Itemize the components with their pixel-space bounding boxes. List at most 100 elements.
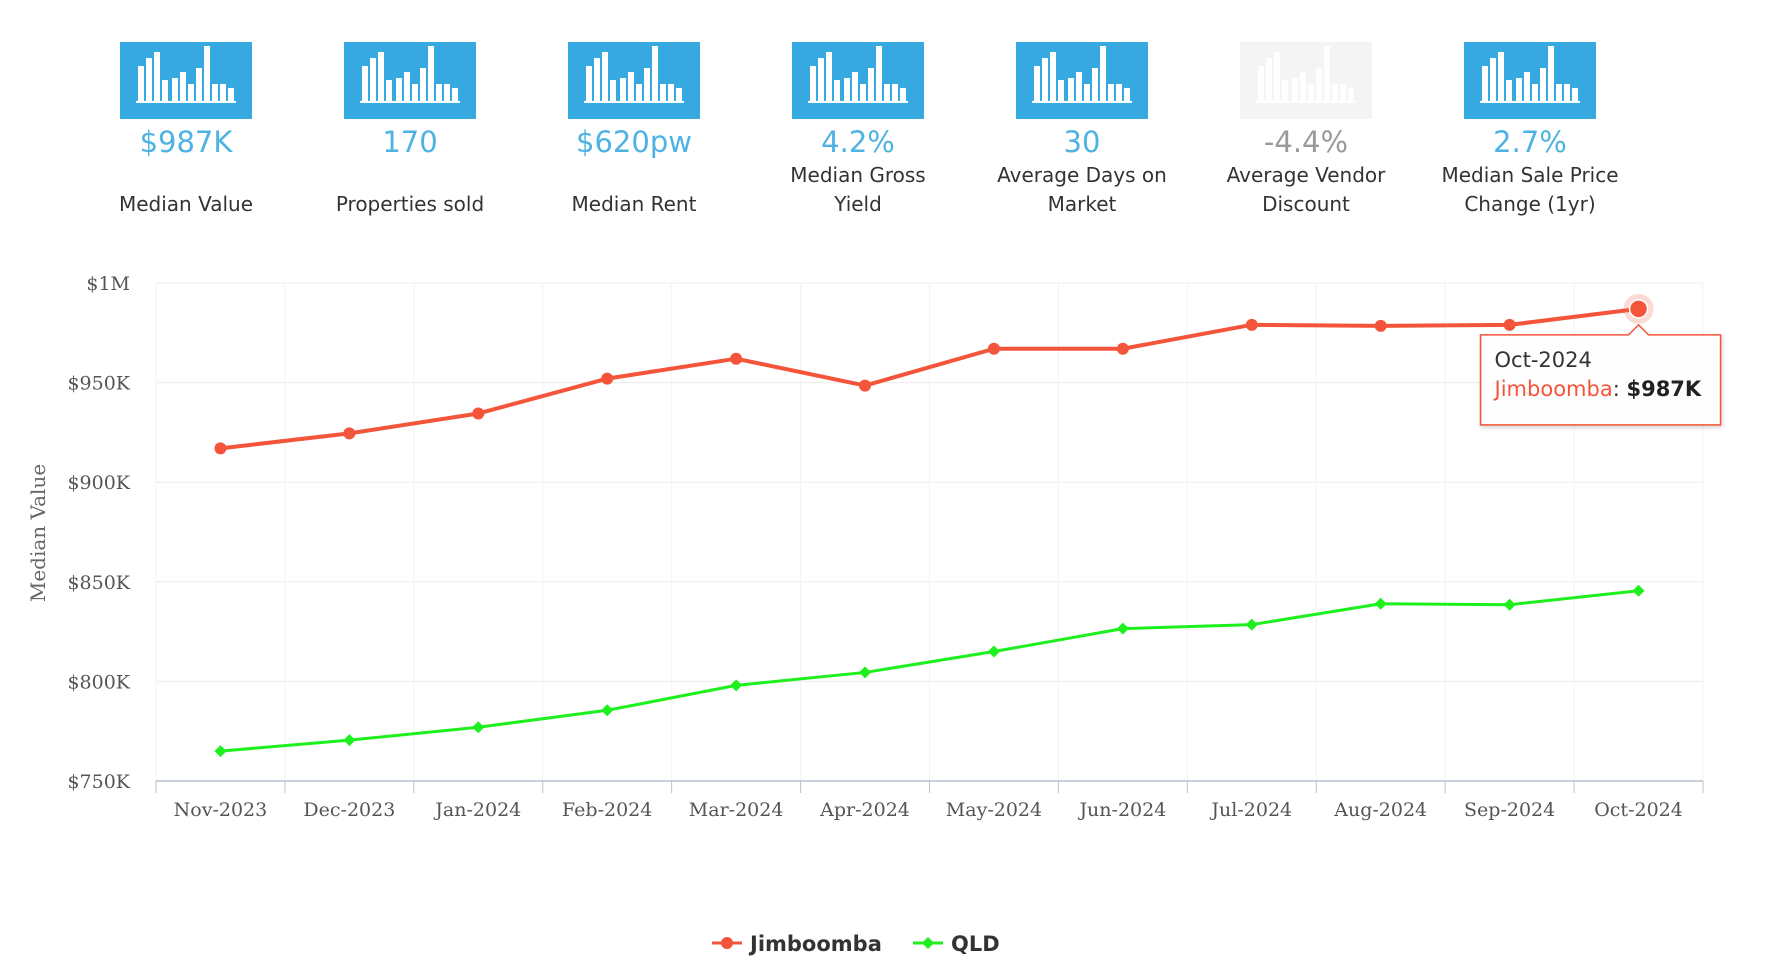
icon-bar <box>436 84 442 102</box>
icon-bar <box>1532 84 1538 102</box>
data-point[interactable] <box>343 427 356 440</box>
icon-bar <box>1548 46 1554 102</box>
data-point[interactable] <box>1374 597 1387 610</box>
icon-bar <box>586 66 592 102</box>
icon-bar <box>1108 84 1114 102</box>
x-tick-label: Oct-2024 <box>1594 799 1683 821</box>
stat-value: 4.2% <box>821 125 895 159</box>
legend-label: QLD <box>951 932 1000 956</box>
data-point[interactable] <box>601 372 614 385</box>
icon-bar <box>204 46 210 102</box>
data-point[interactable] <box>1116 342 1129 355</box>
icon-bar <box>420 68 426 102</box>
stat-sale-price-change[interactable]: 2.7% Median Sale Price Change (1yr) <box>1418 42 1642 219</box>
tooltip-category: Oct-2024 <box>1495 348 1592 372</box>
icon-bar <box>1274 52 1280 102</box>
stat-median-rent[interactable]: $620pw Median Rent <box>522 42 746 219</box>
series-qld <box>214 584 1645 758</box>
stat-gross-yield[interactable]: 4.2% Median Gross Yield <box>746 42 970 219</box>
x-tick-label: Apr-2024 <box>819 799 910 821</box>
icon-bar <box>428 46 434 102</box>
tooltip-value-line: Jimboomba: $987K <box>1493 377 1702 401</box>
data-point[interactable] <box>1374 319 1387 332</box>
x-tick-label: Jan-2024 <box>433 799 521 821</box>
icon-bar <box>1572 88 1578 102</box>
icon-bar <box>196 68 202 102</box>
bar-chart-icon <box>120 42 252 119</box>
icon-bar <box>868 68 874 102</box>
stat-days-on-market[interactable]: 30 Average Days on Market <box>970 42 1194 219</box>
hover-point[interactable] <box>1628 299 1649 319</box>
stat-label-line: Median Value <box>118 192 254 216</box>
icon-bar <box>412 84 418 102</box>
data-point[interactable] <box>987 342 1000 355</box>
icon-bar <box>852 72 858 102</box>
x-tick-label: Jun-2024 <box>1077 799 1166 821</box>
data-point[interactable] <box>472 721 485 734</box>
data-point[interactable] <box>214 745 227 758</box>
icon-baseline <box>1256 101 1356 103</box>
icon-bar <box>1076 72 1082 102</box>
stat-label: Average Vendor Discount <box>1194 161 1418 219</box>
data-point[interactable] <box>601 704 614 717</box>
x-tick-label: Sep-2024 <box>1464 799 1555 821</box>
icon-bar <box>138 66 144 102</box>
x-tick-label: Jul-2024 <box>1209 799 1292 821</box>
data-point[interactable] <box>859 666 872 679</box>
data-point[interactable] <box>1116 622 1129 635</box>
data-point[interactable] <box>1503 598 1516 611</box>
icon-bar <box>644 68 650 102</box>
x-tick-label: Nov-2023 <box>174 799 268 821</box>
stat-label-line: Yield <box>834 192 882 216</box>
icon-bar <box>860 84 866 102</box>
icon-bar <box>610 80 616 102</box>
icon-bar <box>1482 66 1488 102</box>
icon-bar <box>900 88 906 102</box>
stat-value: $987K <box>139 125 233 159</box>
data-point[interactable] <box>214 442 227 455</box>
icon-bar <box>1564 84 1570 102</box>
legend-item-qld[interactable]: QLD <box>913 932 1000 956</box>
bar-chart-glyph <box>360 46 460 103</box>
bar-chart-glyph <box>1032 46 1132 103</box>
stat-vendor-discount[interactable]: -4.4% Average Vendor Discount <box>1194 42 1418 219</box>
stat-median-value[interactable]: $987K Median Value <box>74 42 298 219</box>
icon-bar <box>810 66 816 102</box>
icon-bar <box>1116 84 1122 102</box>
icon-bar <box>1042 58 1048 102</box>
data-point[interactable] <box>859 379 872 392</box>
icon-baseline <box>808 101 908 103</box>
data-point[interactable] <box>730 352 743 365</box>
bar-chart-glyph <box>584 46 684 103</box>
icon-bar <box>1034 66 1040 102</box>
icon-bar <box>892 84 898 102</box>
icon-bar <box>844 78 850 102</box>
icon-bar <box>1292 78 1298 102</box>
icon-bar <box>620 78 626 102</box>
icon-bar <box>180 72 186 102</box>
data-point[interactable] <box>730 679 743 692</box>
icon-bar <box>396 78 402 102</box>
stat-label-line: Discount <box>1262 192 1350 216</box>
y-axis-label: Median Value <box>26 464 50 602</box>
data-point[interactable] <box>472 407 485 420</box>
tooltip-box <box>1479 323 1722 426</box>
icon-bar <box>162 80 168 102</box>
tooltip-separator: : <box>1613 377 1627 401</box>
data-point[interactable] <box>1632 584 1645 597</box>
icon-bar <box>818 58 824 102</box>
data-point[interactable] <box>343 734 356 747</box>
icon-baseline <box>584 101 684 103</box>
data-point[interactable] <box>1245 618 1258 631</box>
data-point[interactable] <box>987 645 1000 658</box>
icon-bar <box>1084 84 1090 102</box>
data-point[interactable] <box>1245 318 1258 331</box>
stat-label-line: Market <box>1047 192 1117 216</box>
icon-bar <box>636 84 642 102</box>
legend-item-jimboomba[interactable]: Jimboomba <box>712 932 882 956</box>
stat-properties-sold[interactable]: 170 Properties sold <box>298 42 522 219</box>
icon-bar <box>154 52 160 102</box>
legend-label: Jimboomba <box>748 932 882 956</box>
data-point[interactable] <box>1503 318 1516 331</box>
tooltip-value: $987K <box>1626 377 1701 401</box>
